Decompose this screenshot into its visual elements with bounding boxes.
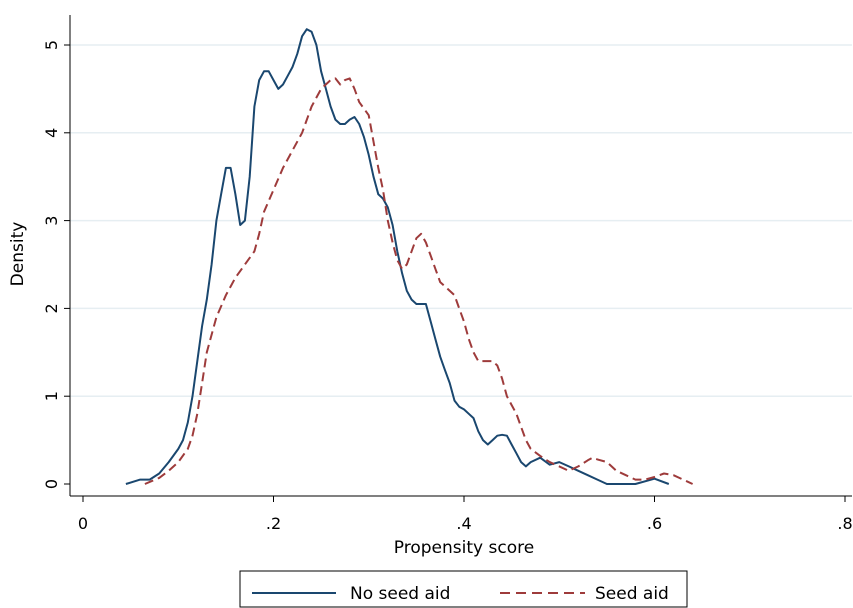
x-tick-label: .2	[266, 514, 281, 533]
legend-label-seed-aid: Seed aid	[595, 584, 669, 604]
x-tick-label: .8	[837, 514, 852, 533]
x-axis-title: Propensity score	[394, 538, 534, 558]
y-axis-title: Density	[8, 222, 28, 287]
x-tick-label: .6	[647, 514, 662, 533]
y-tick-label: 3	[42, 216, 61, 226]
x-axis-ticks: 0 .2 .4 .6 .8	[78, 496, 853, 533]
x-tick-label: 0	[78, 514, 88, 533]
x-tick-label: .4	[456, 514, 471, 533]
grid-lines	[70, 45, 852, 396]
series-lines	[126, 29, 693, 484]
series-line-seed-aid	[145, 78, 693, 484]
y-axis-ticks: 0 1 2 3 4 5	[42, 40, 70, 489]
y-tick-label: 2	[42, 303, 61, 313]
legend-label-no-seed-aid: No seed aid	[350, 584, 450, 604]
legend: No seed aid Seed aid	[240, 571, 687, 607]
y-tick-label: 0	[42, 479, 61, 489]
series-line-no-seed-aid	[126, 29, 669, 484]
y-tick-label: 4	[42, 128, 61, 138]
y-tick-label: 1	[42, 391, 61, 401]
y-tick-label: 5	[42, 40, 61, 50]
